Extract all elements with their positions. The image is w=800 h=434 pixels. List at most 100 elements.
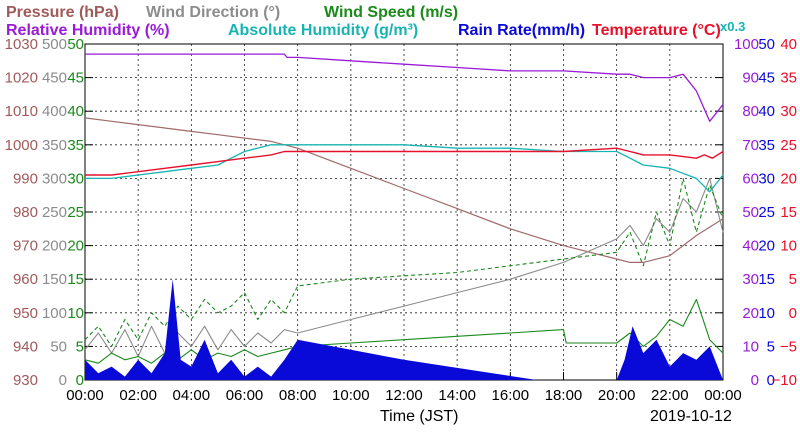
left-tick-label: 45 [67, 70, 84, 87]
right-tick-label: 5 [789, 271, 797, 288]
right-tick-label: 25 [758, 204, 775, 221]
right-tick-label: 80 [742, 103, 759, 120]
left-tick-label: 35 [67, 137, 84, 154]
right-tick-label: 50 [758, 36, 775, 53]
right-tick-label: 0 [751, 372, 759, 389]
series-wind-direction-line [84, 177, 724, 358]
left-tick-label: 200 [42, 238, 67, 255]
series-wind-gust-line [84, 177, 724, 347]
series-rain-rate-area [85, 279, 723, 380]
x-tick-label: 16:00 [492, 387, 530, 404]
left-tick-label: 40 [67, 103, 84, 120]
right-tick-label: 10 [780, 238, 797, 255]
series-wind-speed-line [84, 298, 724, 364]
left-tick-label: 350 [42, 137, 67, 154]
right-tick-label: 60 [742, 170, 759, 187]
left-tick-label: 0 [59, 372, 67, 389]
left-tick-label: 980 [13, 204, 38, 221]
x-tick-label: 18:00 [545, 387, 583, 404]
right-tick-label: 30 [758, 170, 775, 187]
x-tick-label: 08:00 [279, 387, 317, 404]
left-tick-label: 50 [67, 36, 84, 53]
x-tick-label: 12:00 [385, 387, 423, 404]
right-tick-label: 15 [758, 271, 775, 288]
legend-wind-direction: Wind Direction (°) [146, 4, 280, 21]
left-tick-label: 970 [13, 238, 38, 255]
x-tick-label: 02:00 [119, 387, 157, 404]
legend-relative-humidity: Relative Humidity (%) [6, 22, 170, 39]
x-tick-label: 06:00 [226, 387, 264, 404]
x-tick-label: 10:00 [332, 387, 370, 404]
left-axes: 1030102010101000990980970960950940930500… [5, 36, 93, 389]
x-tick-label: 14:00 [438, 387, 476, 404]
right-tick-label: 10 [742, 338, 759, 355]
legend-wind-speed: Wind Speed (m/s) [324, 4, 458, 21]
left-tick-label: 930 [13, 372, 38, 389]
right-tick-label: 30 [780, 103, 797, 120]
series-layer [84, 53, 724, 380]
series-pressure-line [84, 117, 724, 263]
x-tick-label: 22:00 [651, 387, 689, 404]
left-tick-label: 300 [42, 170, 67, 187]
left-tick-label: 20 [67, 238, 84, 255]
left-tick-label: 1000 [5, 137, 38, 154]
right-tick-label: 50 [742, 204, 759, 221]
left-tick-label: 150 [42, 271, 67, 288]
left-tick-label: 25 [67, 204, 84, 221]
right-tick-label: 90 [742, 70, 759, 87]
x-tick-label: 00:00 [66, 387, 104, 404]
date-label: 2019-10-12 [650, 408, 732, 425]
right-tick-label: 35 [758, 137, 775, 154]
left-tick-label: 960 [13, 271, 38, 288]
right-tick-label: −5 [780, 338, 797, 355]
chart-header: Pressure (hPa) Wind Direction (°) Wind S… [6, 4, 745, 39]
left-tick-label: 450 [42, 70, 67, 87]
left-tick-label: 990 [13, 170, 38, 187]
series-temperature-line [85, 147, 724, 176]
right-tick-label: 5 [767, 338, 775, 355]
left-tick-label: 10 [67, 305, 84, 322]
x-tick-label: 20:00 [598, 387, 636, 404]
left-tick-label: 1020 [5, 70, 38, 87]
x-axis-label: Time (JST) [380, 408, 459, 425]
series-relative-humidity-line [85, 53, 724, 122]
left-tick-label: 250 [42, 204, 67, 221]
right-tick-label: 70 [742, 137, 759, 154]
right-tick-label: 20 [780, 170, 797, 187]
left-tick-label: 500 [42, 36, 67, 53]
legend-pressure: Pressure (hPa) [6, 4, 119, 21]
right-tick-label: 20 [742, 305, 759, 322]
left-tick-label: 100 [42, 305, 67, 322]
right-tick-label: 0 [789, 305, 797, 322]
series-absolute-humidity-line [85, 144, 724, 193]
left-tick-label: 950 [13, 305, 38, 322]
legend-rain-rate: Rain Rate(mm/h) [458, 22, 585, 39]
left-tick-label: 1010 [5, 103, 38, 120]
x-axis: 00:00 02:00 04:00 06:00 08:00 10:00 12:00 14:00… [66, 372, 742, 404]
left-tick-label: 5 [76, 338, 84, 355]
right-tick-label: 0 [767, 372, 775, 389]
left-tick-label: 1030 [5, 36, 38, 53]
x-tick-label: 00:00 [704, 387, 742, 404]
left-tick-label: 30 [67, 170, 84, 187]
plot-grid [85, 44, 723, 380]
right-tick-label: 25 [780, 137, 797, 154]
legend-multiplier: x0.3 [720, 19, 745, 34]
right-axes: 1009080706050403020100504540353025201510… [715, 36, 797, 389]
right-tick-label: 45 [758, 70, 775, 87]
right-tick-label: 40 [742, 238, 759, 255]
legend-temperature: Temperature (°C) [592, 22, 721, 39]
x-tick-label: 04:00 [173, 387, 211, 404]
right-tick-label: 100 [734, 36, 759, 53]
right-tick-label: 40 [758, 103, 775, 120]
left-tick-label: 0 [76, 372, 84, 389]
left-tick-label: 940 [13, 338, 38, 355]
left-tick-label: 50 [50, 338, 67, 355]
right-tick-label: 35 [780, 70, 797, 87]
right-tick-label: 40 [780, 36, 797, 53]
right-tick-label: 30 [742, 271, 759, 288]
left-tick-label: 400 [42, 103, 67, 120]
right-tick-label: 15 [780, 204, 797, 221]
right-tick-label: 10 [758, 305, 775, 322]
